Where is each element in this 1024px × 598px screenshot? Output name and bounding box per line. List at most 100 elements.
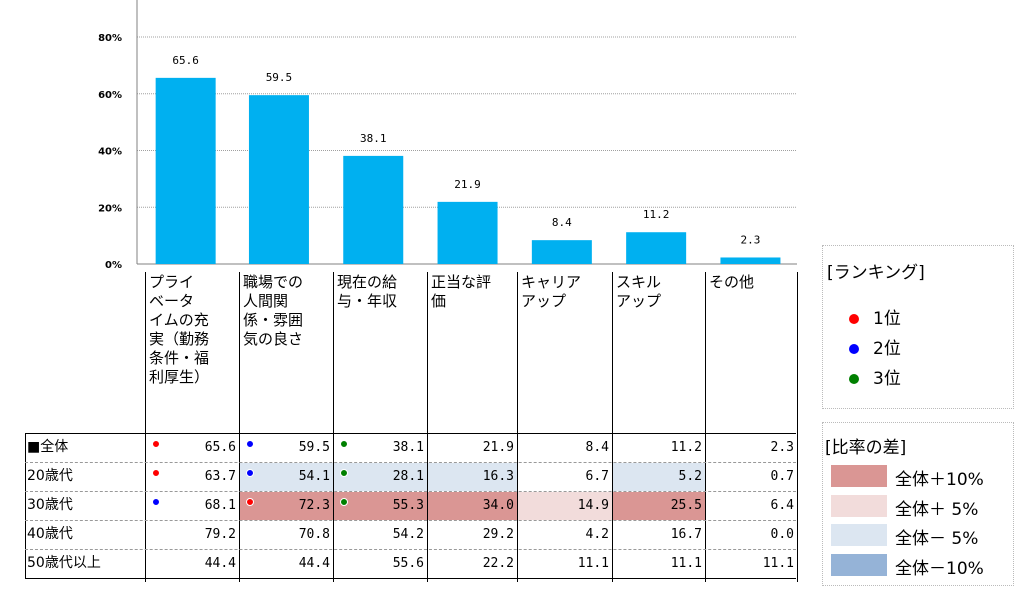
table-cell: 44.4: [298, 556, 330, 571]
table-cell: 34.0: [428, 492, 517, 520]
table-cell: 22.2: [482, 556, 514, 571]
column-divider: [517, 272, 518, 582]
rank-dot-icon: [152, 440, 160, 448]
category-label-line: アップ: [616, 292, 662, 310]
table-cell: 0.0: [770, 527, 794, 542]
ratio-diff-label: 全体＋10%: [895, 470, 984, 490]
category-label-line: 人間関: [243, 292, 289, 310]
bar: [720, 257, 781, 264]
category-label-line: 価: [431, 292, 447, 310]
table-cell: 79.2: [204, 527, 236, 542]
category-label-line: 職場での: [243, 273, 304, 291]
category-label-line: 利厚生）: [149, 368, 210, 386]
table-row-label: 50歳代以上: [27, 555, 101, 571]
data-label: 65.6: [172, 54, 199, 67]
row-divider: [25, 433, 796, 435]
table-cell: 72.3: [240, 492, 333, 520]
table-cell: 5.2: [613, 463, 705, 491]
y-tick-label: 60%: [98, 90, 122, 101]
table-row-label: 20歳代: [27, 468, 73, 484]
data-label: 38.1: [360, 132, 387, 145]
table-cell: 0.7: [770, 469, 794, 484]
category-label-line: 係・雰囲: [243, 311, 304, 329]
table-row-label: 30歳代: [27, 497, 73, 513]
table-cell: 55.3: [334, 492, 427, 520]
category-label-line: その他: [709, 273, 755, 291]
category-label-line: 条件・福: [149, 349, 210, 367]
table-cell: 11.2: [670, 440, 702, 455]
table-cell: 54.2: [392, 527, 424, 542]
row-divider: [25, 549, 796, 551]
column-divider: [797, 272, 798, 582]
column-divider: [333, 272, 334, 582]
y-tick-label: 40%: [98, 147, 122, 158]
ranking-legend-label: 3位: [873, 369, 901, 389]
ratio-diff-label: 全体－ 5%: [895, 529, 979, 549]
table-cell: 16.7: [670, 527, 702, 542]
category-label: その他: [709, 273, 797, 292]
plus10-swatch: [831, 465, 887, 487]
bar: [155, 77, 216, 264]
data-label: 21.9: [454, 178, 481, 191]
category-label-line: 正当な評: [431, 273, 492, 291]
category-label-line: 気の良さ: [243, 330, 304, 348]
column-divider: [705, 272, 706, 582]
category-label-line: 与・年収: [337, 292, 398, 310]
category-label: スキル アップ: [616, 273, 704, 311]
ranking-legend-item-1: 1位: [849, 304, 901, 329]
row-divider: [25, 520, 796, 522]
data-label: 2.3: [741, 233, 761, 246]
y-tick-label: 0%: [105, 260, 122, 271]
bar: [531, 240, 592, 264]
plus5-swatch: [831, 495, 887, 517]
table-row-label: 40歳代: [27, 526, 73, 542]
red-dot-icon: [849, 314, 859, 324]
ratio-diff-label: 全体＋ 5%: [895, 500, 979, 520]
category-label-line: 現在の給: [337, 273, 398, 291]
table-cell: 11.1: [762, 556, 794, 571]
column-divider: [612, 272, 613, 582]
table-cell: 29.2: [482, 527, 514, 542]
rank-dot-icon: [246, 440, 254, 448]
category-label: プライ ベータ イムの充 実（勤務 条件・福 利厚生）: [149, 273, 237, 387]
table-cell: 11.1: [670, 556, 702, 571]
table-cell: 70.8: [298, 527, 330, 542]
table-cell: 38.1: [392, 440, 424, 455]
ranking-legend-item-3: 3位: [849, 364, 901, 389]
table-cell: 63.7: [204, 469, 236, 484]
table-cell: 25.5: [613, 492, 705, 520]
bar: [248, 95, 309, 264]
ratio-diff-legend: [比率の差] 全体＋10% 全体＋ 5% 全体－ 5% 全体－10%: [822, 422, 1014, 586]
category-label-line: キャリア: [521, 273, 582, 291]
rank-dot-icon: [246, 469, 254, 477]
table-cell: 55.6: [392, 556, 424, 571]
table-cell: 8.4: [585, 440, 609, 455]
ranking-legend-label: 2位: [873, 339, 901, 359]
category-label: 現在の給 与・年収: [337, 273, 425, 311]
table-cell: 6.4: [770, 498, 794, 513]
bar: [626, 232, 687, 264]
category-label-line: アップ: [521, 292, 567, 310]
minus5-swatch: [831, 524, 887, 546]
y-tick-label: 80%: [98, 33, 122, 44]
bar: [343, 155, 404, 264]
table-cell: 11.1: [577, 556, 609, 571]
blue-dot-icon: [849, 344, 859, 354]
ranking-legend-label: 1位: [873, 309, 901, 329]
table-cell: 14.9: [518, 492, 612, 520]
data-label: 8.4: [552, 216, 572, 229]
category-label-line: プライ: [149, 273, 195, 291]
rank-dot-icon: [152, 469, 160, 477]
data-label: 59.5: [266, 71, 293, 84]
table-cell: 16.3: [428, 463, 517, 491]
table-cell: 4.2: [585, 527, 609, 542]
ratio-diff-label: 全体－10%: [895, 559, 984, 579]
row-divider: [25, 491, 796, 493]
table-cell: 54.1: [240, 463, 333, 491]
data-label: 11.2: [643, 208, 670, 221]
table-cell: 28.1: [334, 463, 427, 491]
table-bottom-border: [25, 578, 796, 580]
bar: [437, 201, 498, 264]
ranking-legend-item-2: 2位: [849, 334, 901, 359]
table-cell: 44.4: [204, 556, 236, 571]
